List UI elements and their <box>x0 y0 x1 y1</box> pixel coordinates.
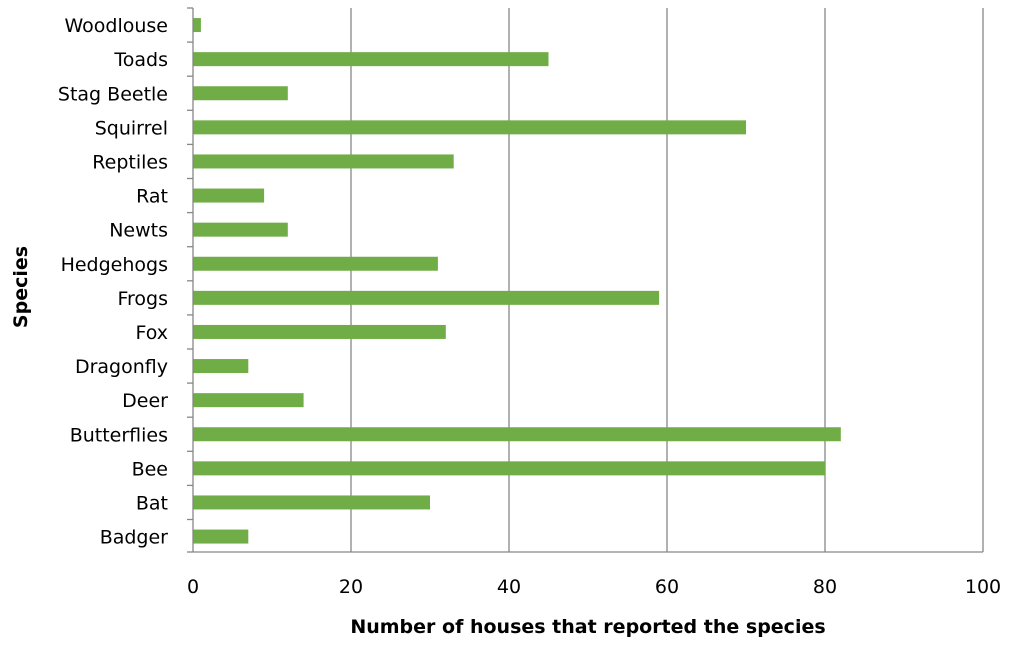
category-label: Stag Beetle <box>58 83 168 105</box>
bar-deer <box>193 393 304 408</box>
bar-newts <box>193 222 288 237</box>
category-label: Newts <box>109 220 168 242</box>
category-label: Badger <box>100 527 168 549</box>
category-label: Bat <box>136 492 168 514</box>
labels: 0 20 40 60 80 100 Woodlouse Toads Stag Beetle Squ… <box>58 15 1001 598</box>
axes <box>187 7 983 553</box>
category-label: Toads <box>113 49 168 71</box>
bar-badger <box>193 529 249 544</box>
x-tick-label: 20 <box>339 576 363 598</box>
bars <box>193 18 841 544</box>
bar-rat <box>193 188 265 203</box>
bar-stag-beetle <box>193 86 288 101</box>
category-label: Fox <box>135 322 168 344</box>
bar-bee <box>193 461 825 476</box>
bar-reptiles <box>193 154 454 169</box>
category-label: Frogs <box>117 288 168 310</box>
y-axis-title: Species <box>10 246 32 328</box>
category-label: Woodlouse <box>64 15 168 37</box>
bar-bat <box>193 495 430 510</box>
category-label: Squirrel <box>95 117 168 139</box>
bar-dragonfly <box>193 359 249 374</box>
x-tick-label: 60 <box>655 576 679 598</box>
category-label: Dragonfly <box>75 356 168 378</box>
gridlines <box>350 8 984 552</box>
x-tick-label: 0 <box>187 576 199 598</box>
x-tick-label: 100 <box>965 576 1001 598</box>
bar-woodlouse <box>193 18 201 33</box>
x-axis-title: Number of houses that reported the speci… <box>350 616 825 638</box>
bar-toads <box>193 52 549 67</box>
bar-frogs <box>193 290 660 305</box>
bar-hedgehogs <box>193 256 438 271</box>
bar-fox <box>193 324 446 339</box>
category-label: Bee <box>132 458 168 480</box>
bar-butterflies <box>193 427 841 442</box>
bar-squirrel <box>193 120 746 135</box>
category-label: Rat <box>136 186 168 208</box>
category-label: Butterflies <box>70 424 168 446</box>
category-label: Deer <box>122 390 168 412</box>
category-label: Hedgehogs <box>61 254 168 276</box>
x-tick-label: 80 <box>813 576 837 598</box>
x-tick-label: 40 <box>497 576 521 598</box>
category-label: Reptiles <box>92 151 168 173</box>
